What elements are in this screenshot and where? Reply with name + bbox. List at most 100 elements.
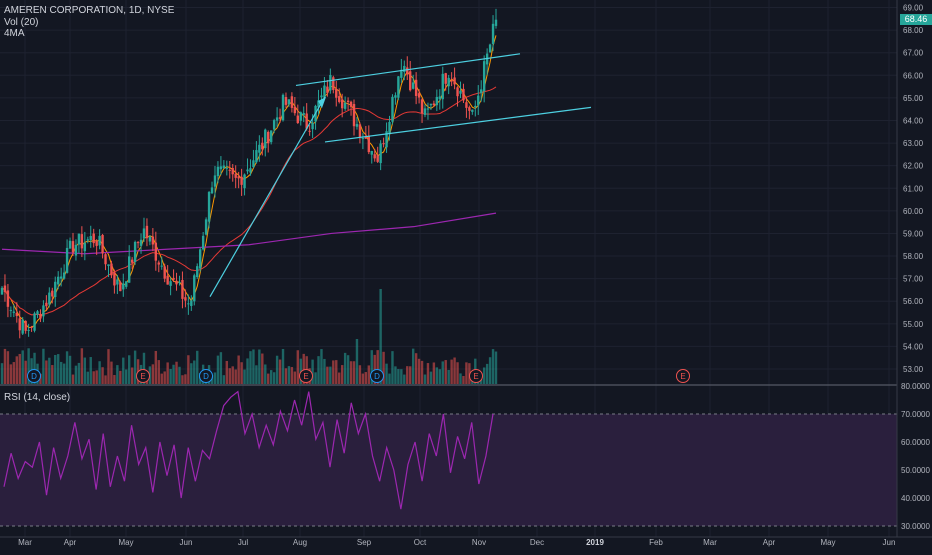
time-tick-label: Nov (472, 538, 486, 547)
candle-body (329, 74, 332, 91)
candle-body (125, 281, 128, 287)
price-tick-label: 61.00 (903, 184, 924, 193)
candle-body (231, 168, 234, 175)
volume-bar (320, 349, 323, 384)
volume-bar (27, 348, 30, 384)
volume-bar (261, 353, 264, 384)
candle-body (3, 285, 7, 293)
time-tick-label: Jul (238, 538, 248, 547)
candle-body (465, 102, 468, 108)
price-tick-label: 59.00 (903, 229, 924, 238)
event-marker-e[interactable]: E (299, 369, 313, 383)
volume-bar (468, 363, 471, 384)
volume-bar (116, 365, 119, 384)
volume-bar (107, 349, 110, 384)
rsi-tick-label: 80.0000 (901, 382, 930, 391)
candle-body (290, 96, 294, 108)
candle-body (459, 90, 462, 94)
ma-fast-line (1, 35, 497, 329)
time-tick-label: Jun (883, 538, 896, 547)
volume-bar (65, 351, 69, 384)
candle-body (9, 309, 13, 311)
candle-body (122, 283, 125, 290)
volume-bar (329, 366, 332, 384)
volume-bar (119, 370, 122, 384)
candle-body (400, 69, 403, 78)
volume-legend: Vol (20) (4, 17, 39, 28)
volume-bar (403, 374, 406, 384)
volume-bar (417, 358, 421, 384)
ma-mid-line (1, 86, 497, 316)
candle-body (391, 96, 394, 122)
candle-body (59, 276, 63, 279)
volume-bar (272, 372, 276, 384)
candle-body (142, 228, 146, 239)
price-tick-label: 68.00 (903, 26, 924, 35)
volume-bar (278, 359, 282, 384)
candle-body (51, 290, 54, 297)
candle-body (0, 287, 4, 295)
candle-body (21, 319, 24, 334)
trend-drawings (209, 53, 592, 297)
candle-body (409, 71, 412, 91)
volume-bar (57, 354, 60, 384)
volume-bar (62, 363, 66, 384)
candle-body (284, 97, 288, 105)
candle-body (86, 239, 89, 241)
volume-bar (420, 360, 424, 384)
candle-body (311, 122, 314, 130)
volume-bar (485, 363, 489, 384)
event-marker-label: E (473, 372, 478, 381)
event-marker-e[interactable]: E (469, 369, 483, 383)
candle-body (163, 266, 166, 279)
candle-body (160, 265, 163, 267)
volume-bar (379, 289, 382, 384)
candle-body (89, 236, 92, 241)
candle-body (340, 99, 344, 109)
price-tick-label: 53.00 (903, 365, 924, 374)
event-marker-label: E (680, 372, 685, 381)
volume-bar (51, 365, 54, 384)
candle-body (258, 144, 261, 153)
event-marker-d[interactable]: D (199, 369, 213, 383)
lower-channel-line (324, 106, 592, 143)
volume-bar (447, 369, 450, 384)
time-tick-label: Mar (703, 538, 717, 547)
volume-bar (89, 357, 92, 384)
candle-body (349, 101, 353, 107)
event-marker-e[interactable]: E (676, 369, 690, 383)
volume-bar (311, 359, 314, 384)
candle-body (30, 326, 33, 328)
price-tick-label: 58.00 (903, 252, 924, 261)
volume-bar (423, 374, 427, 384)
volume-bar (275, 355, 279, 384)
time-tick-label: Feb (649, 538, 663, 547)
volume-bar (190, 363, 193, 384)
candle-body (65, 247, 69, 273)
price-tick-label: 62.00 (903, 162, 924, 171)
candle-body (267, 131, 270, 144)
volume-bar (450, 359, 453, 384)
volume-bar (394, 366, 397, 384)
event-marker-e[interactable]: E (136, 369, 150, 383)
candle-body (48, 292, 51, 305)
volume-bar (225, 360, 229, 384)
candle-body (157, 262, 160, 265)
volume-bar (193, 360, 196, 384)
candle-body (145, 225, 149, 239)
volume-bar (406, 366, 409, 384)
candle-body (355, 124, 359, 127)
volume-bar (323, 358, 326, 384)
volume-bar (175, 361, 178, 384)
volume-bar (130, 367, 134, 384)
time-tick-label: May (118, 538, 133, 547)
time-tick-label: Aug (293, 538, 307, 547)
event-marker-circle (27, 369, 41, 383)
event-marker-d[interactable]: D (27, 369, 41, 383)
event-marker-label: E (140, 372, 145, 381)
volume-bar (18, 353, 21, 384)
event-marker-d[interactable]: D (370, 369, 384, 383)
